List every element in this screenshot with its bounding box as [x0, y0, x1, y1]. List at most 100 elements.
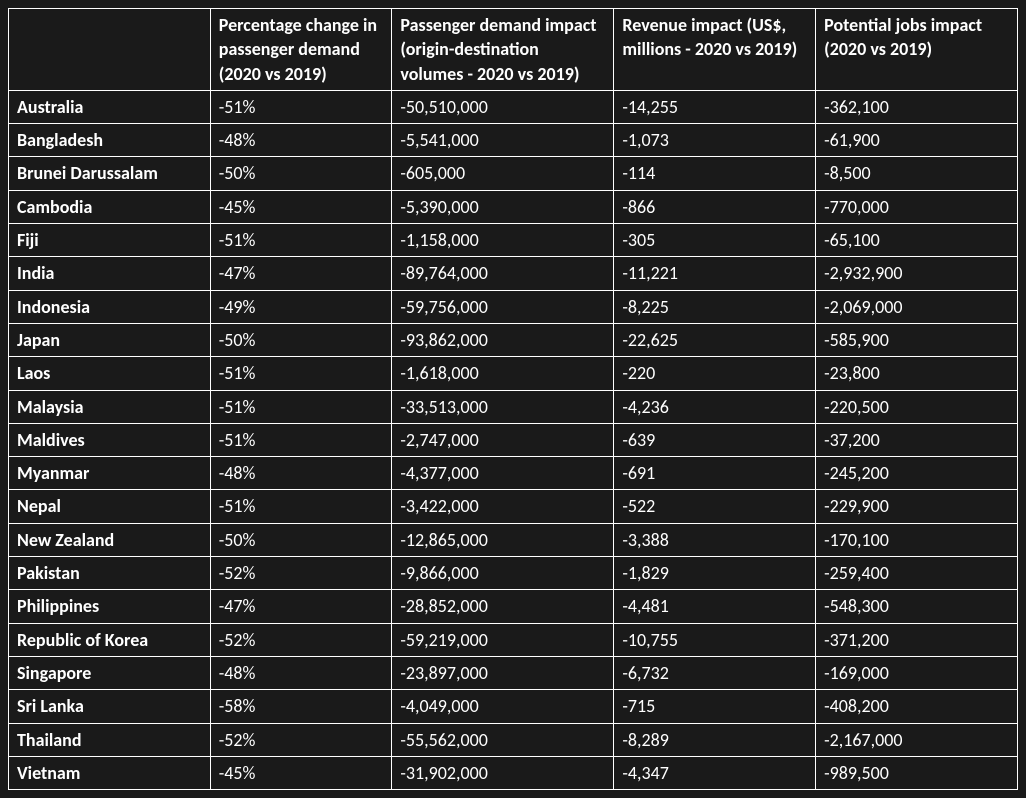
- cell-pct: -52%: [210, 557, 392, 590]
- cell-revenue: -3,388: [614, 523, 816, 556]
- cell-demand: -50,510,000: [392, 90, 614, 123]
- table-row: India-47%-89,764,000-11,221-2,932,900: [9, 257, 1018, 290]
- table-row: Japan-50%-93,862,000-22,625-585,900: [9, 323, 1018, 356]
- cell-jobs: -169,000: [816, 656, 1018, 689]
- cell-country: Fiji: [9, 224, 211, 257]
- cell-revenue: -22,625: [614, 323, 816, 356]
- cell-country: Bangladesh: [9, 124, 211, 157]
- cell-country: Japan: [9, 323, 211, 356]
- cell-revenue: -14,255: [614, 90, 816, 123]
- cell-jobs: -170,100: [816, 523, 1018, 556]
- cell-pct: -48%: [210, 656, 392, 689]
- cell-demand: -33,513,000: [392, 390, 614, 423]
- cell-country: Sri Lanka: [9, 690, 211, 723]
- cell-jobs: -23,800: [816, 357, 1018, 390]
- cell-demand: -31,902,000: [392, 756, 614, 789]
- table-row: Bangladesh-48%-5,541,000-1,073-61,900: [9, 124, 1018, 157]
- table-row: Republic of Korea-52%-59,219,000-10,755-…: [9, 623, 1018, 656]
- cell-revenue: -11,221: [614, 257, 816, 290]
- cell-demand: -93,862,000: [392, 323, 614, 356]
- cell-jobs: -65,100: [816, 224, 1018, 257]
- cell-country: Australia: [9, 90, 211, 123]
- cell-demand: -23,897,000: [392, 656, 614, 689]
- cell-country: Republic of Korea: [9, 623, 211, 656]
- cell-country: Nepal: [9, 490, 211, 523]
- cell-revenue: -639: [614, 423, 816, 456]
- cell-revenue: -114: [614, 157, 816, 190]
- cell-country: Maldives: [9, 423, 211, 456]
- cell-jobs: -259,400: [816, 557, 1018, 590]
- table-row: Sri Lanka-58%-4,049,000-715-408,200: [9, 690, 1018, 723]
- table-row: Nepal-51%-3,422,000-522-229,900: [9, 490, 1018, 523]
- cell-pct: -50%: [210, 157, 392, 190]
- cell-jobs: -61,900: [816, 124, 1018, 157]
- cell-pct: -45%: [210, 190, 392, 223]
- cell-country: Malaysia: [9, 390, 211, 423]
- cell-demand: -5,390,000: [392, 190, 614, 223]
- cell-revenue: -1,829: [614, 557, 816, 590]
- cell-revenue: -6,732: [614, 656, 816, 689]
- cell-revenue: -4,236: [614, 390, 816, 423]
- table-body: Australia-51%-50,510,000-14,255-362,100 …: [9, 90, 1018, 789]
- cell-revenue: -691: [614, 457, 816, 490]
- impact-table: Percentage change in passenger demand (2…: [8, 8, 1018, 790]
- cell-demand: -5,541,000: [392, 124, 614, 157]
- cell-pct: -49%: [210, 290, 392, 323]
- cell-pct: -51%: [210, 224, 392, 257]
- cell-jobs: -220,500: [816, 390, 1018, 423]
- table-row: Laos-51%-1,618,000-220-23,800: [9, 357, 1018, 390]
- table-row: Thailand-52%-55,562,000-8,289-2,167,000: [9, 723, 1018, 756]
- cell-pct: -51%: [210, 90, 392, 123]
- cell-country: Myanmar: [9, 457, 211, 490]
- table-row: Australia-51%-50,510,000-14,255-362,100: [9, 90, 1018, 123]
- cell-jobs: -989,500: [816, 756, 1018, 789]
- cell-revenue: -4,347: [614, 756, 816, 789]
- cell-pct: -51%: [210, 490, 392, 523]
- col-header-pct: Percentage change in passenger demand (2…: [210, 9, 392, 91]
- cell-country: Laos: [9, 357, 211, 390]
- cell-demand: -55,562,000: [392, 723, 614, 756]
- cell-jobs: -548,300: [816, 590, 1018, 623]
- cell-country: New Zealand: [9, 523, 211, 556]
- cell-country: Vietnam: [9, 756, 211, 789]
- table-row: Myanmar-48%-4,377,000-691-245,200: [9, 457, 1018, 490]
- cell-revenue: -8,225: [614, 290, 816, 323]
- table-row: Maldives-51%-2,747,000-639-37,200: [9, 423, 1018, 456]
- table-row: Singapore-48%-23,897,000-6,732-169,000: [9, 656, 1018, 689]
- table-row: Malaysia-51%-33,513,000-4,236-220,500: [9, 390, 1018, 423]
- cell-demand: -12,865,000: [392, 523, 614, 556]
- cell-pct: -47%: [210, 257, 392, 290]
- cell-jobs: -229,900: [816, 490, 1018, 523]
- cell-jobs: -362,100: [816, 90, 1018, 123]
- cell-revenue: -220: [614, 357, 816, 390]
- cell-revenue: -10,755: [614, 623, 816, 656]
- table-row: New Zealand-50%-12,865,000-3,388-170,100: [9, 523, 1018, 556]
- table-row: Philippines-47%-28,852,000-4,481-548,300: [9, 590, 1018, 623]
- cell-pct: -51%: [210, 390, 392, 423]
- cell-pct: -50%: [210, 523, 392, 556]
- cell-country: Singapore: [9, 656, 211, 689]
- cell-country: India: [9, 257, 211, 290]
- cell-pct: -48%: [210, 457, 392, 490]
- cell-jobs: -2,069,000: [816, 290, 1018, 323]
- col-header-jobs: Potential jobs impact (2020 vs 2019): [816, 9, 1018, 91]
- cell-pct: -48%: [210, 124, 392, 157]
- cell-demand: -2,747,000: [392, 423, 614, 456]
- cell-demand: -89,764,000: [392, 257, 614, 290]
- table-row: Vietnam-45%-31,902,000-4,347-989,500: [9, 756, 1018, 789]
- col-header-revenue: Revenue impact (US$, millions - 2020 vs …: [614, 9, 816, 91]
- table-row: Indonesia-49%-59,756,000-8,225-2,069,000: [9, 290, 1018, 323]
- cell-jobs: -2,932,900: [816, 257, 1018, 290]
- cell-pct: -52%: [210, 623, 392, 656]
- cell-demand: -28,852,000: [392, 590, 614, 623]
- cell-pct: -51%: [210, 423, 392, 456]
- cell-country: Indonesia: [9, 290, 211, 323]
- cell-demand: -1,618,000: [392, 357, 614, 390]
- col-header-demand: Passenger demand impact (origin-destinat…: [392, 9, 614, 91]
- cell-demand: -3,422,000: [392, 490, 614, 523]
- cell-jobs: -408,200: [816, 690, 1018, 723]
- cell-country: Cambodia: [9, 190, 211, 223]
- cell-demand: -605,000: [392, 157, 614, 190]
- cell-demand: -1,158,000: [392, 224, 614, 257]
- cell-country: Thailand: [9, 723, 211, 756]
